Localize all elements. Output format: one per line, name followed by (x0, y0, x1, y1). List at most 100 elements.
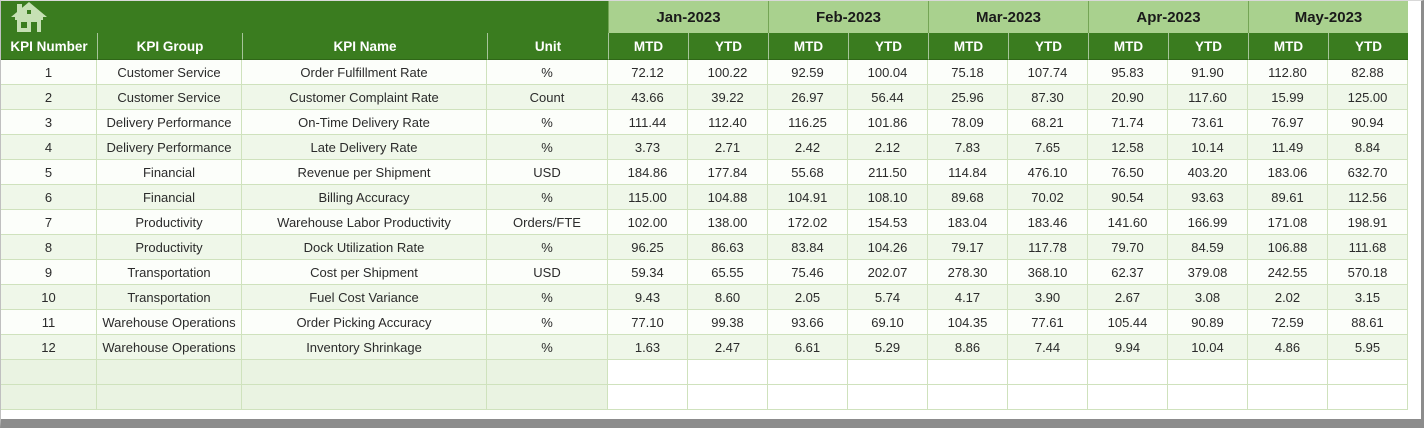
value-cell[interactable]: 69.10 (848, 310, 928, 335)
value-cell[interactable]: 2.47 (688, 335, 768, 360)
value-cell[interactable]: 104.91 (768, 185, 848, 210)
kpi-group-cell[interactable]: Warehouse Operations (97, 310, 242, 335)
value-cell[interactable]: 101.86 (848, 110, 928, 135)
value-cell[interactable]: 39.22 (688, 85, 768, 110)
value-cell[interactable]: 183.06 (1248, 160, 1328, 185)
unit-cell[interactable]: % (487, 310, 608, 335)
unit-cell[interactable]: USD (487, 160, 608, 185)
value-cell[interactable]: 108.10 (848, 185, 928, 210)
kpi-group-cell[interactable]: Delivery Performance (97, 110, 242, 135)
value-cell[interactable]: 95.83 (1088, 60, 1168, 85)
value-cell[interactable]: 104.88 (688, 185, 768, 210)
value-cell[interactable]: 125.00 (1328, 85, 1408, 110)
kpi-group-cell[interactable]: Productivity (97, 235, 242, 260)
value-cell[interactable]: 3.90 (1008, 285, 1088, 310)
empty-cell[interactable] (608, 385, 688, 410)
value-cell[interactable]: 111.44 (608, 110, 688, 135)
empty-cell[interactable] (1328, 360, 1408, 385)
value-cell[interactable]: 77.10 (608, 310, 688, 335)
value-cell[interactable]: 242.55 (1248, 260, 1328, 285)
kpi-group-cell[interactable]: Financial (97, 160, 242, 185)
value-cell[interactable]: 10.04 (1168, 335, 1248, 360)
value-cell[interactable]: 202.07 (848, 260, 928, 285)
value-cell[interactable]: 5.95 (1328, 335, 1408, 360)
value-cell[interactable]: 2.12 (848, 135, 928, 160)
header-jan-ytd[interactable]: YTD (688, 33, 768, 60)
value-cell[interactable]: 2.05 (768, 285, 848, 310)
empty-cell[interactable] (848, 385, 928, 410)
value-cell[interactable]: 116.25 (768, 110, 848, 135)
month-header-jan[interactable]: Jan-2023 (608, 1, 768, 33)
value-cell[interactable]: 75.46 (768, 260, 848, 285)
kpi-number-cell[interactable]: 2 (1, 85, 97, 110)
value-cell[interactable]: 1.63 (608, 335, 688, 360)
value-cell[interactable]: 93.63 (1168, 185, 1248, 210)
empty-cell[interactable] (608, 360, 688, 385)
value-cell[interactable]: 20.90 (1088, 85, 1168, 110)
header-kpi-name[interactable]: KPI Name (242, 33, 487, 60)
value-cell[interactable]: 138.00 (688, 210, 768, 235)
value-cell[interactable]: 26.97 (768, 85, 848, 110)
kpi-name-cell[interactable]: Late Delivery Rate (242, 135, 487, 160)
month-header-may[interactable]: May-2023 (1248, 1, 1408, 33)
kpi-name-cell[interactable]: Customer Complaint Rate (242, 85, 487, 110)
value-cell[interactable]: 105.44 (1088, 310, 1168, 335)
unit-cell[interactable]: USD (487, 260, 608, 285)
kpi-name-cell[interactable]: Inventory Shrinkage (242, 335, 487, 360)
kpi-name-cell[interactable]: Revenue per Shipment (242, 160, 487, 185)
value-cell[interactable]: 73.61 (1168, 110, 1248, 135)
value-cell[interactable]: 25.96 (928, 85, 1008, 110)
kpi-group-cell[interactable]: Transportation (97, 260, 242, 285)
value-cell[interactable]: 106.88 (1248, 235, 1328, 260)
kpi-name-cell[interactable]: Warehouse Labor Productivity (242, 210, 487, 235)
value-cell[interactable]: 72.59 (1248, 310, 1328, 335)
header-jan-mtd[interactable]: MTD (608, 33, 688, 60)
value-cell[interactable]: 9.43 (608, 285, 688, 310)
kpi-number-cell[interactable]: 8 (1, 235, 97, 260)
value-cell[interactable]: 8.60 (688, 285, 768, 310)
kpi-group-cell[interactable]: Warehouse Operations (97, 335, 242, 360)
value-cell[interactable]: 141.60 (1088, 210, 1168, 235)
value-cell[interactable]: 198.91 (1328, 210, 1408, 235)
value-cell[interactable]: 112.40 (688, 110, 768, 135)
value-cell[interactable]: 56.44 (848, 85, 928, 110)
empty-cell[interactable] (768, 385, 848, 410)
home-icon[interactable] (10, 2, 48, 32)
value-cell[interactable]: 115.00 (608, 185, 688, 210)
kpi-number-cell[interactable]: 1 (1, 60, 97, 85)
empty-cell[interactable] (1328, 385, 1408, 410)
value-cell[interactable]: 100.04 (848, 60, 928, 85)
unit-cell[interactable]: % (487, 185, 608, 210)
value-cell[interactable]: 68.21 (1008, 110, 1088, 135)
unit-cell[interactable]: % (487, 285, 608, 310)
empty-cell[interactable] (97, 385, 242, 410)
value-cell[interactable]: 3.08 (1168, 285, 1248, 310)
value-cell[interactable]: 8.84 (1328, 135, 1408, 160)
kpi-number-cell[interactable]: 9 (1, 260, 97, 285)
empty-cell[interactable] (242, 385, 487, 410)
empty-cell[interactable] (928, 385, 1008, 410)
kpi-number-cell[interactable]: 6 (1, 185, 97, 210)
empty-cell[interactable] (688, 360, 768, 385)
value-cell[interactable]: 65.55 (688, 260, 768, 285)
value-cell[interactable]: 3.15 (1328, 285, 1408, 310)
kpi-name-cell[interactable]: On-Time Delivery Rate (242, 110, 487, 135)
value-cell[interactable]: 77.61 (1008, 310, 1088, 335)
value-cell[interactable]: 7.65 (1008, 135, 1088, 160)
value-cell[interactable]: 91.90 (1168, 60, 1248, 85)
empty-cell[interactable] (487, 385, 608, 410)
value-cell[interactable]: 3.73 (608, 135, 688, 160)
value-cell[interactable]: 183.04 (928, 210, 1008, 235)
kpi-group-cell[interactable]: Customer Service (97, 85, 242, 110)
kpi-group-cell[interactable]: Customer Service (97, 60, 242, 85)
value-cell[interactable]: 4.17 (928, 285, 1008, 310)
header-feb-ytd[interactable]: YTD (848, 33, 928, 60)
kpi-number-cell[interactable]: 3 (1, 110, 97, 135)
value-cell[interactable]: 93.66 (768, 310, 848, 335)
value-cell[interactable]: 43.66 (608, 85, 688, 110)
kpi-name-cell[interactable]: Order Fulfillment Rate (242, 60, 487, 85)
unit-cell[interactable]: Orders/FTE (487, 210, 608, 235)
unit-cell[interactable]: % (487, 60, 608, 85)
header-mar-mtd[interactable]: MTD (928, 33, 1008, 60)
value-cell[interactable]: 117.60 (1168, 85, 1248, 110)
